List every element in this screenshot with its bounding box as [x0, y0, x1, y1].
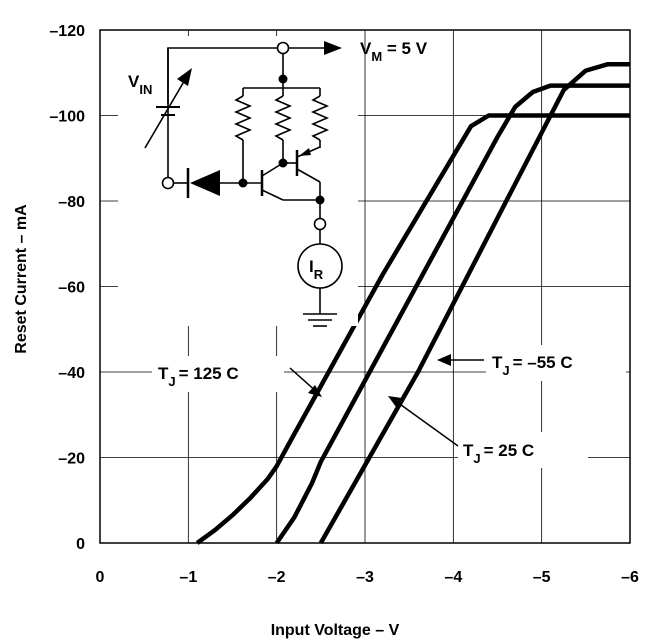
q1-emitter: [261, 189, 284, 201]
x-tick-label: 0: [96, 569, 105, 586]
input-terminal: [161, 176, 175, 190]
x-tick-label: –5: [533, 569, 551, 586]
x-axis-title: Input Voltage – V: [271, 622, 400, 639]
y-tick-label: –40: [58, 365, 85, 382]
x-tick-label: –3: [356, 569, 374, 586]
y-tick-labels: 0 –20 –40 –60 –80 –100 –120: [49, 23, 85, 553]
series-lines: [195, 61, 630, 545]
output-terminal: [313, 217, 327, 231]
x-tick-labels: 0 –1 –2 –3 –4 –5 –6: [96, 569, 639, 586]
y-tick-label: –60: [58, 280, 85, 297]
resistor-1: [233, 95, 253, 141]
q2-emitter-arrow: [299, 148, 311, 156]
diode-triangle: [190, 170, 220, 196]
callout-minus55-bg: [486, 345, 626, 381]
callout-25-arrowhead: [388, 396, 402, 407]
x-tick-label: –4: [444, 569, 462, 586]
series-line: [318, 61, 630, 545]
y-tick-label: –20: [58, 451, 85, 468]
callout-125-arrowhead: [308, 385, 322, 397]
resistor-2: [273, 95, 293, 141]
callout-125: TJ = 125 C: [152, 356, 322, 397]
x-tick-label: –1: [179, 569, 197, 586]
y-tick-label: –100: [49, 109, 85, 126]
vm-terminal: [276, 41, 290, 55]
callout-minus55-arrowhead: [437, 354, 451, 366]
series-line: [195, 113, 630, 545]
resistor-3: [310, 95, 330, 141]
x-tick-label: –6: [621, 569, 639, 586]
callout-125-bg: [152, 356, 284, 392]
vm-arrowhead: [324, 41, 342, 55]
series-label-125: TJ = 125 C: [158, 364, 239, 389]
variable-arrow-line: [144, 77, 187, 149]
test-circuit: [118, 36, 358, 327]
axes: [99, 29, 631, 544]
variable-arrowhead: [177, 68, 192, 86]
callout-minus55: TJ = –55 C: [437, 345, 626, 381]
y-tick-label: –120: [49, 23, 85, 40]
vm-label: VM = 5 V: [360, 39, 428, 64]
plot-frame: [99, 29, 631, 544]
callout-25: TJ = 25 C: [388, 396, 588, 468]
x-tick-label: –2: [268, 569, 286, 586]
node-base: [238, 178, 248, 188]
vin-label: VIN: [128, 72, 152, 97]
callout-25-leader: [396, 401, 459, 447]
callout-25-bg: [458, 432, 588, 468]
q2-collector: [296, 168, 321, 183]
series-label-minus55: TJ = –55 C: [492, 353, 573, 378]
y-tick-label: 0: [76, 536, 85, 553]
ir-label: IR: [309, 257, 324, 282]
y-tick-label: –80: [58, 194, 85, 211]
y-axis-title: Reset Current – mA: [13, 204, 30, 354]
series-line: [274, 83, 630, 545]
series-label-25: TJ = 25 C: [463, 441, 534, 466]
